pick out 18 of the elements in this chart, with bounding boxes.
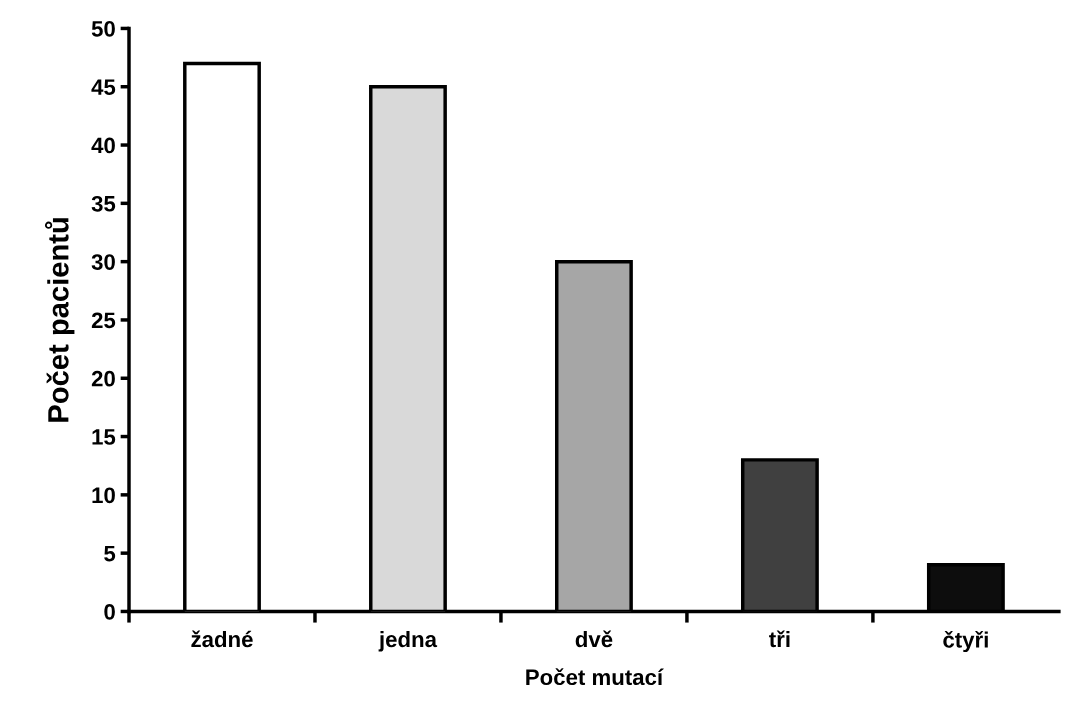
y-tick-label: 40 [91,137,115,154]
y-tick-label: 25 [91,312,116,329]
y-tick-label: 50 [91,20,115,37]
y-tick-label: 10 [92,487,115,504]
x-tick-label: tři [769,630,790,648]
y-tick-label: 15 [92,429,116,445]
y-tick-label: 45 [91,79,116,96]
y-axis-title: Počet pacientů [44,218,75,422]
x-tick-label: jedna [378,630,438,652]
y-tick-label: 5 [104,545,116,562]
y-tick-label: 0 [104,603,115,620]
x-tick-label: čtyři [943,630,988,653]
y-tick-label: 35 [91,195,116,212]
x-tick-label: žadné [191,630,253,648]
x-tick-label: dvě [575,630,613,648]
y-tick-label: 30 [91,254,115,270]
y-tick-label: 20 [91,370,115,387]
x-axis-title: Počet mutací [526,668,664,686]
